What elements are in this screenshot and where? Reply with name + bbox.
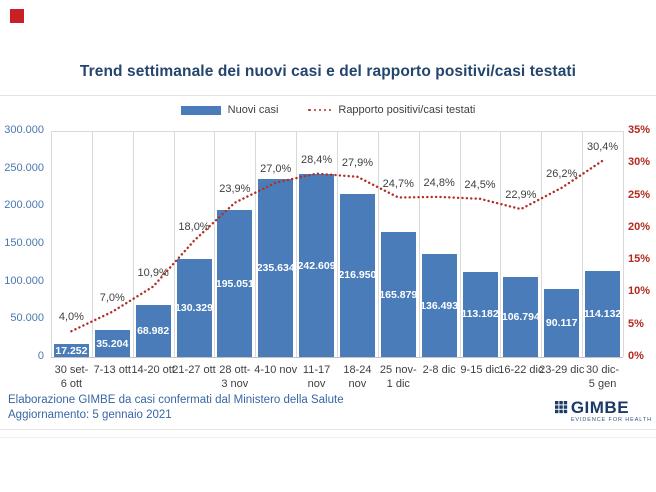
left-axis-tick: 0 — [37, 350, 44, 362]
gimbe-logo: GIMBE EVIDENCE FOR HEALTH — [554, 398, 652, 423]
gridline — [214, 131, 216, 357]
left-axis-tick: 50.000 — [10, 312, 44, 325]
left-axis-tick: 250.000 — [4, 161, 44, 174]
x-tick-label: 11-17 nov — [302, 364, 331, 390]
x-tick-label: 14-20 ott — [131, 364, 175, 376]
red-square-marker — [10, 9, 24, 23]
pct-label: 24,7% — [382, 177, 414, 190]
x-tick-label: 28 ott- 3 nov — [219, 364, 251, 390]
pct-label: 22,9% — [505, 189, 537, 202]
bar-value-label: 35.204 — [96, 337, 129, 350]
gridline — [132, 131, 134, 357]
pct-label: 24,5% — [464, 178, 496, 191]
legend-label: Rapporto positivi/casi testati — [338, 104, 476, 116]
title-divider — [0, 95, 656, 96]
x-tick-label: 21-27 ott — [172, 364, 216, 376]
x-tick-label: 4-10 nov — [254, 364, 298, 376]
legend-label: Nuovi casi — [227, 104, 279, 116]
bar-value-label: 242.609 — [297, 259, 336, 272]
gridline — [459, 131, 461, 357]
bar-value-label: 136.493 — [420, 299, 459, 312]
right-axis-tick: 30% — [628, 156, 651, 169]
left-axis-tick: 150.000 — [4, 237, 44, 249]
gimbe-logo-tagline: EVIDENCE FOR HEALTH — [570, 417, 652, 423]
bar-value-label: 68.982 — [137, 325, 170, 338]
x-tick-label: 18-24 nov — [343, 364, 372, 390]
x-tick-label: 9-15 dic — [460, 364, 500, 376]
bar-value-label: 235.634 — [256, 262, 295, 275]
bottom-divider-2 — [0, 437, 656, 438]
x-tick-label: 16-22 dic — [498, 364, 544, 376]
pct-label: 23,9% — [219, 182, 251, 195]
bar-value-label: 195.051 — [215, 277, 254, 290]
right-axis-tick: 20% — [628, 220, 651, 233]
gridline — [623, 131, 624, 357]
pct-label: 7,0% — [99, 291, 125, 304]
bar-value-label: 17.252 — [55, 344, 88, 357]
source-note: Elaborazione GIMBE da casi confermati da… — [8, 393, 344, 423]
bar — [94, 330, 130, 357]
gridline — [173, 131, 175, 357]
bar-value-label: 90.117 — [545, 317, 578, 330]
bar-value-label: 106.794 — [501, 310, 540, 323]
right-axis-tick: 15% — [628, 253, 651, 266]
chart-legend: Nuovi casi Rapporto positivi/casi testat… — [0, 104, 656, 116]
bar — [53, 344, 89, 357]
update-line: Aggiornamento: 5 gennaio 2021 — [8, 409, 172, 421]
pct-label: 27,0% — [260, 162, 292, 175]
pct-label: 28,4% — [300, 153, 333, 166]
x-tick-label: 30 dic- 5 gen — [586, 364, 620, 390]
bar-value-label: 113.182 — [461, 308, 499, 321]
left-axis-tick: 200.000 — [4, 199, 44, 212]
pct-label: 24,8% — [423, 176, 455, 189]
gridline — [582, 131, 584, 357]
gridline — [418, 131, 420, 357]
x-tick-label: 7-13 ott — [93, 364, 131, 376]
pct-label: 10,9% — [137, 266, 169, 279]
legend-bar-swatch-icon — [180, 105, 221, 115]
gridline — [377, 131, 379, 357]
right-axis-tick: 5% — [628, 317, 644, 330]
pct-label: 30,4% — [586, 140, 619, 153]
legend-dotted-line-icon — [308, 108, 332, 112]
right-axis-tick: 25% — [628, 188, 651, 201]
gimbe-logo-text: GIMBE — [570, 398, 630, 417]
x-tick-label: 2-8 dic — [422, 364, 456, 376]
legend-item-rapporto: Rapporto positivi/casi testati — [308, 104, 475, 116]
chart-title: Trend settimanale dei nuovi casi e del r… — [79, 63, 577, 80]
bar-value-label: 216.950 — [338, 269, 377, 282]
right-axis-tick: 10% — [628, 285, 651, 298]
gridline — [51, 131, 623, 132]
gridline — [51, 131, 52, 357]
pct-label: 26,2% — [546, 167, 578, 180]
gridline — [255, 131, 257, 357]
right-axis-tick: 35% — [628, 124, 651, 136]
bar-value-label: 165.879 — [379, 288, 418, 301]
source-line: Elaborazione GIMBE da casi confermati da… — [8, 394, 344, 406]
gridline — [500, 131, 502, 357]
x-axis-line — [51, 357, 623, 358]
pct-label: 4,0% — [58, 311, 84, 324]
x-tick-label: 25 nov- 1 dic — [379, 364, 417, 390]
legend-item-nuovi-casi: Nuovi casi — [180, 104, 279, 116]
bottom-divider — [0, 429, 656, 430]
bar-value-label: 130.329 — [175, 301, 213, 314]
gimbe-grid-icon — [554, 401, 568, 414]
x-tick-label: 23-29 dic — [539, 364, 585, 376]
gridline — [541, 131, 543, 357]
x-tick-label: 30 set- 6 ott — [54, 364, 89, 390]
bar-value-label: 114.132 — [583, 308, 622, 320]
gridline — [91, 131, 93, 357]
gridline — [337, 131, 338, 357]
pct-label: 27,9% — [341, 156, 374, 169]
left-axis-tick: 300.000 — [4, 124, 44, 136]
right-axis-tick: 0% — [628, 350, 644, 362]
pct-label: 18,0% — [178, 220, 210, 233]
gridline — [296, 131, 298, 357]
left-axis-tick: 100.000 — [4, 274, 44, 287]
